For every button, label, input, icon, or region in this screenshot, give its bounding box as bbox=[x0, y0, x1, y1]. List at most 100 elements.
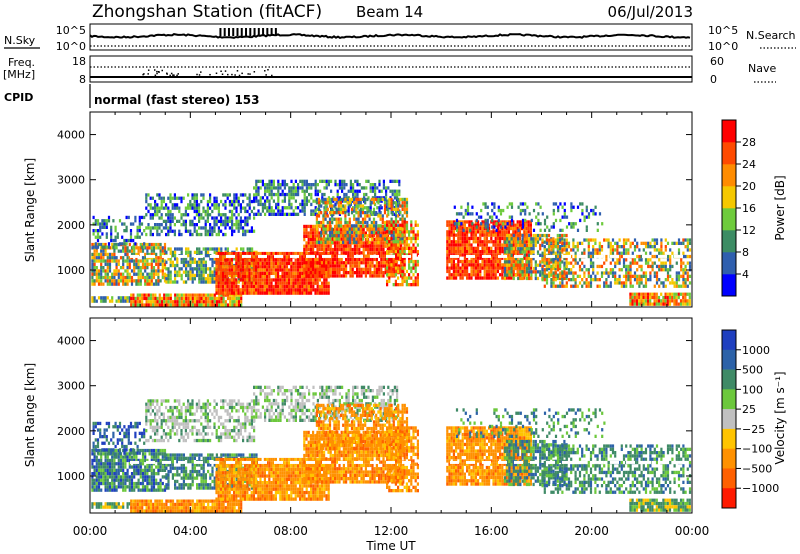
echo-cell bbox=[477, 273, 480, 277]
echo-cell bbox=[115, 242, 118, 247]
echo-cell bbox=[403, 223, 406, 227]
echo-cell bbox=[141, 272, 145, 276]
echo-cell bbox=[644, 261, 648, 265]
echo-cell bbox=[244, 216, 247, 220]
echo-cell bbox=[390, 243, 393, 247]
echo-cell bbox=[160, 213, 163, 217]
echo-cell bbox=[145, 296, 148, 301]
echo-cell bbox=[660, 245, 663, 249]
echo-cell bbox=[403, 279, 406, 283]
echo-cell bbox=[167, 267, 170, 271]
echo-cell bbox=[268, 206, 271, 210]
echo-cell bbox=[114, 235, 117, 239]
echo-cell bbox=[277, 288, 280, 292]
echo-cell bbox=[180, 260, 183, 264]
echo-cell bbox=[193, 296, 197, 301]
echo-cell bbox=[346, 227, 349, 231]
echo-cell bbox=[160, 196, 163, 200]
echo-cell bbox=[133, 242, 136, 247]
echo-cell bbox=[326, 237, 329, 241]
echo-cell bbox=[565, 276, 568, 281]
echo-cell bbox=[224, 265, 227, 269]
echo-cell bbox=[233, 303, 236, 307]
echo-cell bbox=[149, 196, 152, 200]
echo-cell bbox=[111, 246, 114, 250]
echo-cell bbox=[250, 291, 253, 295]
echo-cell bbox=[126, 299, 129, 303]
echo-cell bbox=[169, 209, 172, 214]
echo-cell bbox=[196, 293, 199, 297]
echo-cell bbox=[263, 268, 266, 272]
echo-cell bbox=[364, 254, 367, 258]
echo-cell bbox=[336, 267, 339, 271]
echo-cell bbox=[508, 237, 511, 241]
echo-cell bbox=[215, 219, 218, 223]
echo-cell bbox=[213, 273, 216, 278]
echo-cell bbox=[561, 243, 564, 248]
echo-cell bbox=[370, 224, 373, 228]
echo-cell bbox=[510, 233, 513, 237]
echo-cell bbox=[380, 264, 383, 268]
echo-cell bbox=[512, 259, 515, 264]
echo-cell bbox=[525, 250, 528, 254]
echo-cell bbox=[342, 238, 345, 242]
echo-cell bbox=[226, 281, 229, 285]
echo-cell bbox=[388, 246, 391, 250]
echo-cell bbox=[556, 233, 559, 238]
echo-cell bbox=[474, 250, 477, 254]
echo-cell bbox=[331, 254, 334, 258]
echo-cell bbox=[651, 238, 654, 242]
echo-cell bbox=[246, 247, 249, 251]
echo-cell bbox=[539, 253, 542, 257]
echo-cell bbox=[316, 251, 319, 255]
echo-cell bbox=[123, 242, 126, 246]
echo-cell bbox=[448, 236, 451, 241]
echo-cell bbox=[355, 224, 358, 228]
echo-cell bbox=[375, 244, 378, 248]
echo-cell bbox=[357, 204, 360, 208]
echo-cell bbox=[255, 196, 258, 200]
echo-cell bbox=[180, 213, 183, 217]
echo-cell bbox=[248, 278, 251, 282]
echo-cell bbox=[268, 202, 271, 207]
echo-cell bbox=[259, 291, 262, 295]
echo-cell bbox=[277, 183, 280, 187]
echo-cell bbox=[161, 275, 164, 280]
echo-cell bbox=[297, 186, 300, 190]
echo-cell bbox=[448, 220, 451, 224]
echo-cell bbox=[347, 247, 350, 252]
nave-dip bbox=[170, 72, 173, 75]
echo-cell bbox=[507, 223, 510, 227]
echo-cell bbox=[581, 241, 584, 245]
echo-cell bbox=[574, 258, 577, 262]
echo-cell bbox=[410, 250, 413, 254]
echo-cell bbox=[95, 252, 98, 257]
echo-cell bbox=[382, 247, 385, 252]
echo-cell bbox=[113, 275, 116, 280]
echo-cell bbox=[334, 257, 337, 262]
echo-cell bbox=[182, 303, 186, 307]
echo-cell bbox=[290, 189, 293, 193]
nave-dip bbox=[264, 70, 266, 72]
echo-cell bbox=[239, 193, 242, 197]
echo-cell bbox=[176, 260, 179, 264]
echo-cell bbox=[320, 224, 323, 228]
echo-cell bbox=[148, 282, 151, 286]
echo-cell bbox=[503, 243, 506, 247]
echo-cell bbox=[334, 244, 337, 248]
echo-cell bbox=[290, 192, 293, 197]
echo-cell bbox=[189, 267, 192, 271]
echo-cell bbox=[123, 229, 126, 233]
echo-cell bbox=[339, 197, 343, 202]
echo-cell bbox=[386, 247, 389, 252]
echo-cell bbox=[563, 243, 566, 248]
echo-cell bbox=[373, 271, 376, 275]
echo-cell bbox=[525, 276, 529, 281]
echo-cell bbox=[288, 255, 291, 259]
echo-cell bbox=[121, 242, 124, 246]
echo-cell bbox=[310, 278, 313, 282]
echo-cell bbox=[193, 196, 196, 200]
echo-cell bbox=[483, 250, 486, 254]
echo-cell bbox=[405, 243, 408, 247]
echo-cell bbox=[554, 273, 557, 277]
